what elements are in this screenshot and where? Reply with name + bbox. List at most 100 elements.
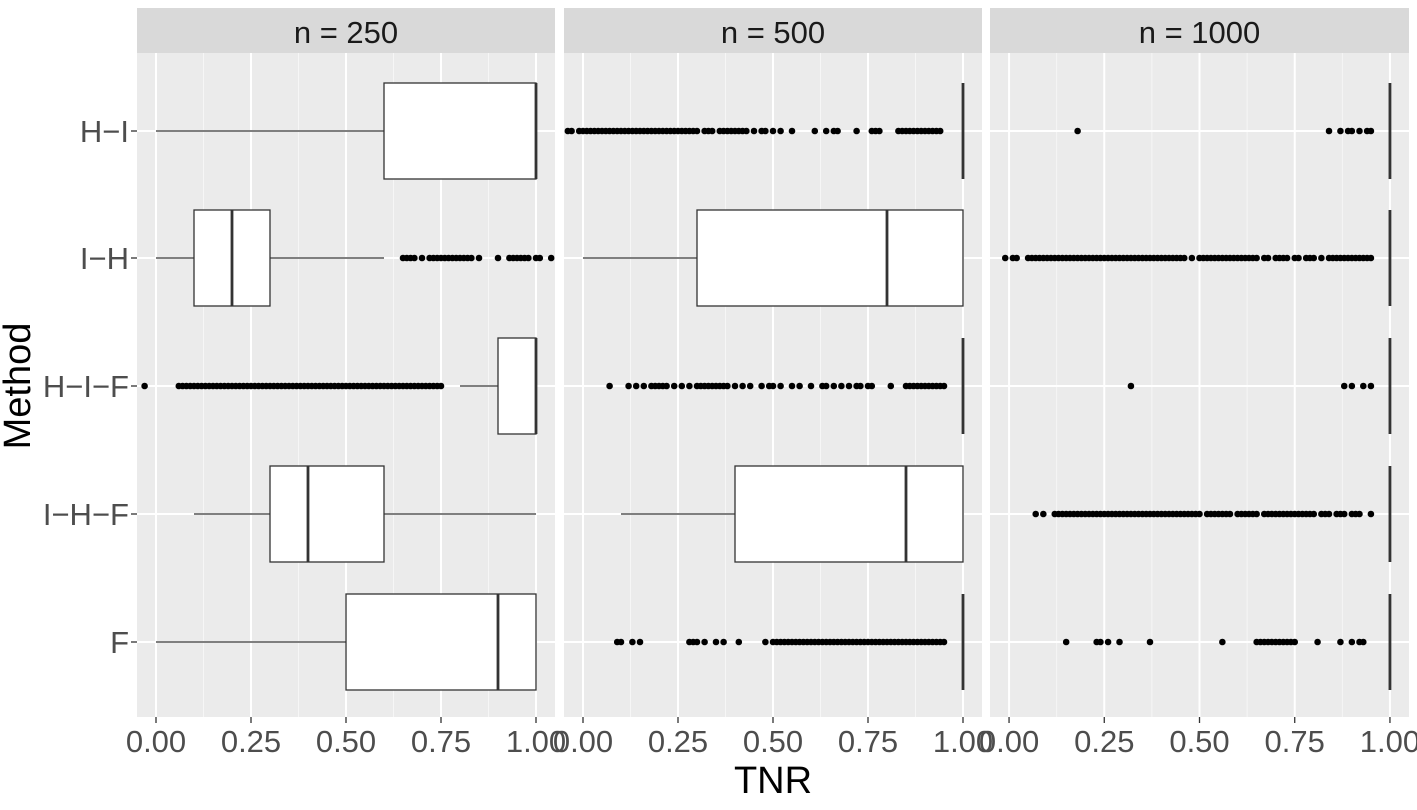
outlier-point: [475, 254, 483, 262]
box-4: [194, 465, 536, 563]
outlier-point: [1340, 382, 1348, 390]
outlier-point: [1340, 510, 1348, 518]
outlier-point: [1074, 127, 1081, 135]
outlier-point: [807, 382, 815, 390]
outlier-point: [838, 382, 845, 390]
outlier-point: [769, 127, 777, 135]
outlier-point: [1188, 254, 1196, 262]
outlier-point: [1253, 510, 1260, 518]
outlier-point: [731, 382, 739, 390]
box-1: [156, 82, 538, 180]
outlier-point: [670, 382, 678, 390]
box-iqr: [734, 465, 964, 563]
box-2: [156, 209, 555, 307]
outlier-point: [1359, 382, 1367, 390]
box-iqr: [383, 82, 537, 180]
outlier-point: [750, 127, 758, 135]
facet-strip-label: n = 250: [294, 15, 398, 50]
outlier-point: [1013, 254, 1020, 262]
y-tick-label: I−H−F: [43, 497, 129, 532]
outlier-point: [1325, 127, 1333, 135]
y-tick-label: H−I: [80, 114, 129, 149]
facet-strip-label: n = 500: [721, 15, 825, 50]
x-tick-label: 0.50: [1169, 724, 1229, 759]
outlier-point: [876, 127, 883, 135]
outlier-point: [1318, 254, 1325, 262]
outlier-point: [625, 382, 632, 390]
x-tick-label: 1.00: [506, 724, 566, 759]
x-tick-label: 1.00: [933, 724, 993, 759]
outlier-point: [141, 382, 148, 390]
outlier-point: [536, 254, 544, 262]
box-3: [1127, 338, 1392, 434]
outlier-point: [1127, 382, 1135, 390]
outlier-point: [606, 382, 613, 390]
outlier-point: [1146, 638, 1154, 646]
facet-strip: [137, 8, 555, 53]
outlier-point: [822, 382, 830, 390]
box-5: [613, 594, 965, 690]
outlier-point: [720, 638, 727, 646]
outlier-point: [547, 254, 555, 262]
outlier-point: [1291, 638, 1299, 646]
outlier-point: [1337, 638, 1344, 646]
outlier-point: [1062, 638, 1070, 646]
outlier-point: [468, 254, 475, 262]
outlier-point: [758, 382, 765, 390]
outlier-point: [940, 382, 948, 390]
y-axis: H−I I−H H−I−F I−H−F F: [43, 114, 137, 660]
outlier-point: [1348, 638, 1356, 646]
box-iqr: [497, 337, 537, 435]
outlier-point: [1097, 638, 1104, 646]
y-axis-title: Method: [0, 323, 39, 450]
outlier-point: [1196, 510, 1203, 518]
outlier-point: [701, 638, 708, 646]
outlier-point: [1367, 127, 1375, 135]
outlier-point: [830, 382, 838, 390]
outlier-point: [777, 127, 784, 135]
outlier-point: [1348, 382, 1356, 390]
box-2: [583, 209, 964, 307]
outlier-point: [735, 638, 743, 646]
box-4: [1032, 466, 1392, 562]
outlier-point: [693, 127, 701, 135]
outlier-point: [1367, 510, 1375, 518]
outlier-point: [678, 382, 686, 390]
outlier-point: [1264, 254, 1272, 262]
outlier-point: [1040, 510, 1047, 518]
outlier-point: [1367, 254, 1375, 262]
outlier-point: [1283, 254, 1291, 262]
outlier-point: [853, 127, 860, 135]
outlier-point: [1356, 127, 1363, 135]
outlier-point: [1001, 254, 1009, 262]
outlier-point: [708, 127, 716, 135]
box-iqr: [269, 465, 385, 563]
outlier-point: [693, 638, 701, 646]
facet-strip-label: n = 1000: [1139, 15, 1261, 50]
outlier-point: [936, 127, 944, 135]
outlier-point: [1295, 254, 1302, 262]
outlier-point: [494, 254, 502, 262]
outlier-point: [788, 382, 796, 390]
outlier-point: [887, 382, 895, 390]
outlier-point: [796, 382, 803, 390]
outlier-point: [845, 382, 853, 390]
outlier-point: [663, 382, 670, 390]
x-axis-title: TNR: [734, 760, 812, 802]
x-tick-label: 0.25: [648, 724, 708, 759]
outlier-point: [418, 254, 426, 262]
box-iqr: [345, 593, 537, 691]
outlier-point: [568, 127, 575, 135]
outlier-point: [868, 382, 876, 390]
x-tick-label: 0.00: [126, 724, 186, 759]
x-tick-label: 0.75: [1265, 724, 1325, 759]
facet-panel: n = 250 0.00 0.25 0.50 0.75 1.00: [126, 8, 566, 759]
outlier-point: [1104, 638, 1112, 646]
facet-panel: n = 500 0.00 0.25 0.50 0.75 1.00: [553, 8, 993, 759]
outlier-point: [1226, 510, 1234, 518]
outlier-point: [743, 127, 750, 135]
box-2: [1001, 210, 1392, 306]
outlier-point: [822, 127, 830, 135]
outlier-point: [1310, 254, 1318, 262]
